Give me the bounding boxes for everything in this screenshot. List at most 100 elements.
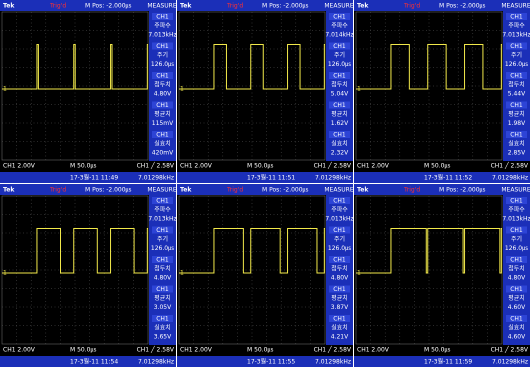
timestamp: 17-3월-11 11:54: [70, 358, 118, 366]
measure-value: 126.0㎲: [151, 61, 174, 69]
measure-channel: CH1: [333, 286, 346, 293]
measure-channel: CH1: [510, 102, 523, 109]
measure-channel: CH1: [333, 72, 346, 79]
measure-label: 주파수: [154, 206, 171, 214]
trigger-status: Trig'd: [403, 3, 420, 10]
measure-label: 첨두치: [508, 81, 525, 89]
measure-channel: CH1: [156, 13, 169, 20]
position: M Pos: -2.000㎲: [85, 3, 132, 11]
channel-marker: 1: [3, 269, 7, 276]
measure-value: 7.013kHz: [502, 216, 530, 223]
brand: Tek: [3, 187, 15, 194]
measure-value: 1.62V: [331, 120, 349, 127]
measure-value: 4.60V: [508, 304, 526, 311]
measure-value: 7.014kHz: [325, 32, 353, 39]
menu-title: MEASURE: [324, 187, 353, 194]
measure-value: 7.013kHz: [148, 32, 176, 39]
menu-title: MEASURE: [501, 187, 530, 194]
measure-channel: CH1: [156, 315, 169, 322]
timestamp: 17-3월-11 11:55: [247, 358, 295, 366]
position: M Pos: -2.000㎲: [439, 187, 486, 195]
measure-value: 7.013kHz: [502, 32, 530, 39]
channel-scale: CH1 2.00V: [180, 347, 213, 354]
menu-title: MEASURE: [147, 187, 176, 194]
trigger-level: CH1 ╱ 2.58V: [137, 346, 175, 354]
position: M Pos: -2.000㎲: [439, 3, 486, 11]
timestamp: 17-3월-11 11:51: [247, 174, 295, 182]
measure-channel: CH1: [156, 256, 169, 263]
brand: Tek: [3, 3, 15, 10]
channel-marker: 1: [180, 269, 184, 276]
timestamp: 17-3월-11 11:49: [70, 174, 118, 182]
scope-panel: TekTrig'dM Pos: -2.000㎲MEASURE1CH1주파수7.0…: [0, 0, 177, 183]
measure-channel: CH1: [333, 13, 346, 20]
measure-value: 126.0㎲: [505, 61, 528, 69]
measure-label: 주기: [511, 235, 522, 243]
oscilloscope-collage: Tek Trig'd M Pos: -2.000㎲ MEASURE 1 CH1 주파수 7.0…: [0, 0, 531, 367]
measure-label: 실효치: [331, 324, 348, 332]
measure-channel: CH1: [510, 72, 523, 79]
position: M Pos: -2.000㎲: [262, 187, 309, 195]
measure-label: 평균치: [331, 294, 348, 302]
measure-channel: CH1: [156, 197, 169, 204]
measure-label: 주파수: [508, 22, 525, 30]
brand: Tek: [357, 187, 369, 194]
measure-channel: CH1: [510, 256, 523, 263]
measure-label: 주기: [334, 51, 345, 59]
channel-marker: 1: [3, 85, 7, 92]
measure-value: 7.013kHz: [148, 216, 176, 223]
measure-label: 첨두치: [154, 81, 171, 89]
measure-channel: CH1: [510, 13, 523, 20]
position: M Pos: -2.000㎲: [262, 3, 309, 11]
channel-scale: CH1 2.00V: [357, 347, 390, 354]
measure-label: 평균치: [154, 294, 171, 302]
timebase: M 50.0㎲: [424, 163, 450, 171]
timebase: M 50.0㎲: [70, 163, 96, 171]
scope-panel: TekTrig'dM Pos: -2.000㎲MEASURE1CH1주파수7.0…: [354, 0, 531, 183]
brand: Tek: [180, 3, 192, 10]
frequency: 7.01298kHz: [315, 175, 351, 182]
measure-label: 실효치: [331, 140, 348, 148]
channel-marker: 1: [180, 85, 184, 92]
measure-channel: CH1: [510, 43, 523, 50]
measure-label: 실효치: [508, 324, 525, 332]
position: M Pos: -2.000㎲: [85, 187, 132, 195]
menu-title: MEASURE: [324, 3, 353, 10]
measure-channel: CH1: [333, 102, 346, 109]
measure-label: 평균치: [508, 110, 525, 118]
measure-channel: CH1: [156, 102, 169, 109]
measure-value: 4.80V: [331, 275, 349, 282]
measure-label: 주기: [157, 235, 168, 243]
channel-scale: CH1 2.00V: [180, 163, 213, 170]
measure-channel: CH1: [510, 131, 523, 138]
frequency: 7.01298kHz: [138, 359, 174, 366]
measure-label: 주파수: [508, 206, 525, 214]
measure-channel: CH1: [510, 315, 523, 322]
measure-label: 주기: [511, 51, 522, 59]
frequency: 7.01298kHz: [492, 175, 528, 182]
frequency: 7.01298kHz: [138, 175, 174, 182]
measure-value: 126.0㎲: [328, 61, 351, 69]
measure-value: 4.80V: [508, 275, 526, 282]
measure-label: 주파수: [331, 22, 348, 30]
measure-label: 평균치: [508, 294, 525, 302]
measure-label: 실효치: [154, 140, 171, 148]
measure-value: 420mV: [152, 150, 174, 157]
measure-value: 126.0㎲: [505, 245, 528, 253]
measure-value: 126.0㎲: [151, 245, 174, 253]
channel-marker: 1: [357, 85, 361, 92]
trigger-level: CH1 ╱ 2.58V: [137, 162, 175, 170]
measure-channel: CH1: [333, 131, 346, 138]
measure-channel: CH1: [333, 256, 346, 263]
trigger-status: Trig'd: [226, 3, 243, 10]
measure-channel: CH1: [333, 315, 346, 322]
measure-channel: CH1: [156, 43, 169, 50]
trigger-level: CH1 ╱ 2.58V: [491, 346, 529, 354]
trigger-status: Trig'd: [403, 187, 420, 194]
channel-scale: CH1 2.00V: [3, 163, 36, 170]
measure-channel: CH1: [156, 72, 169, 79]
measure-channel: CH1: [510, 286, 523, 293]
measure-channel: CH1: [156, 131, 169, 138]
